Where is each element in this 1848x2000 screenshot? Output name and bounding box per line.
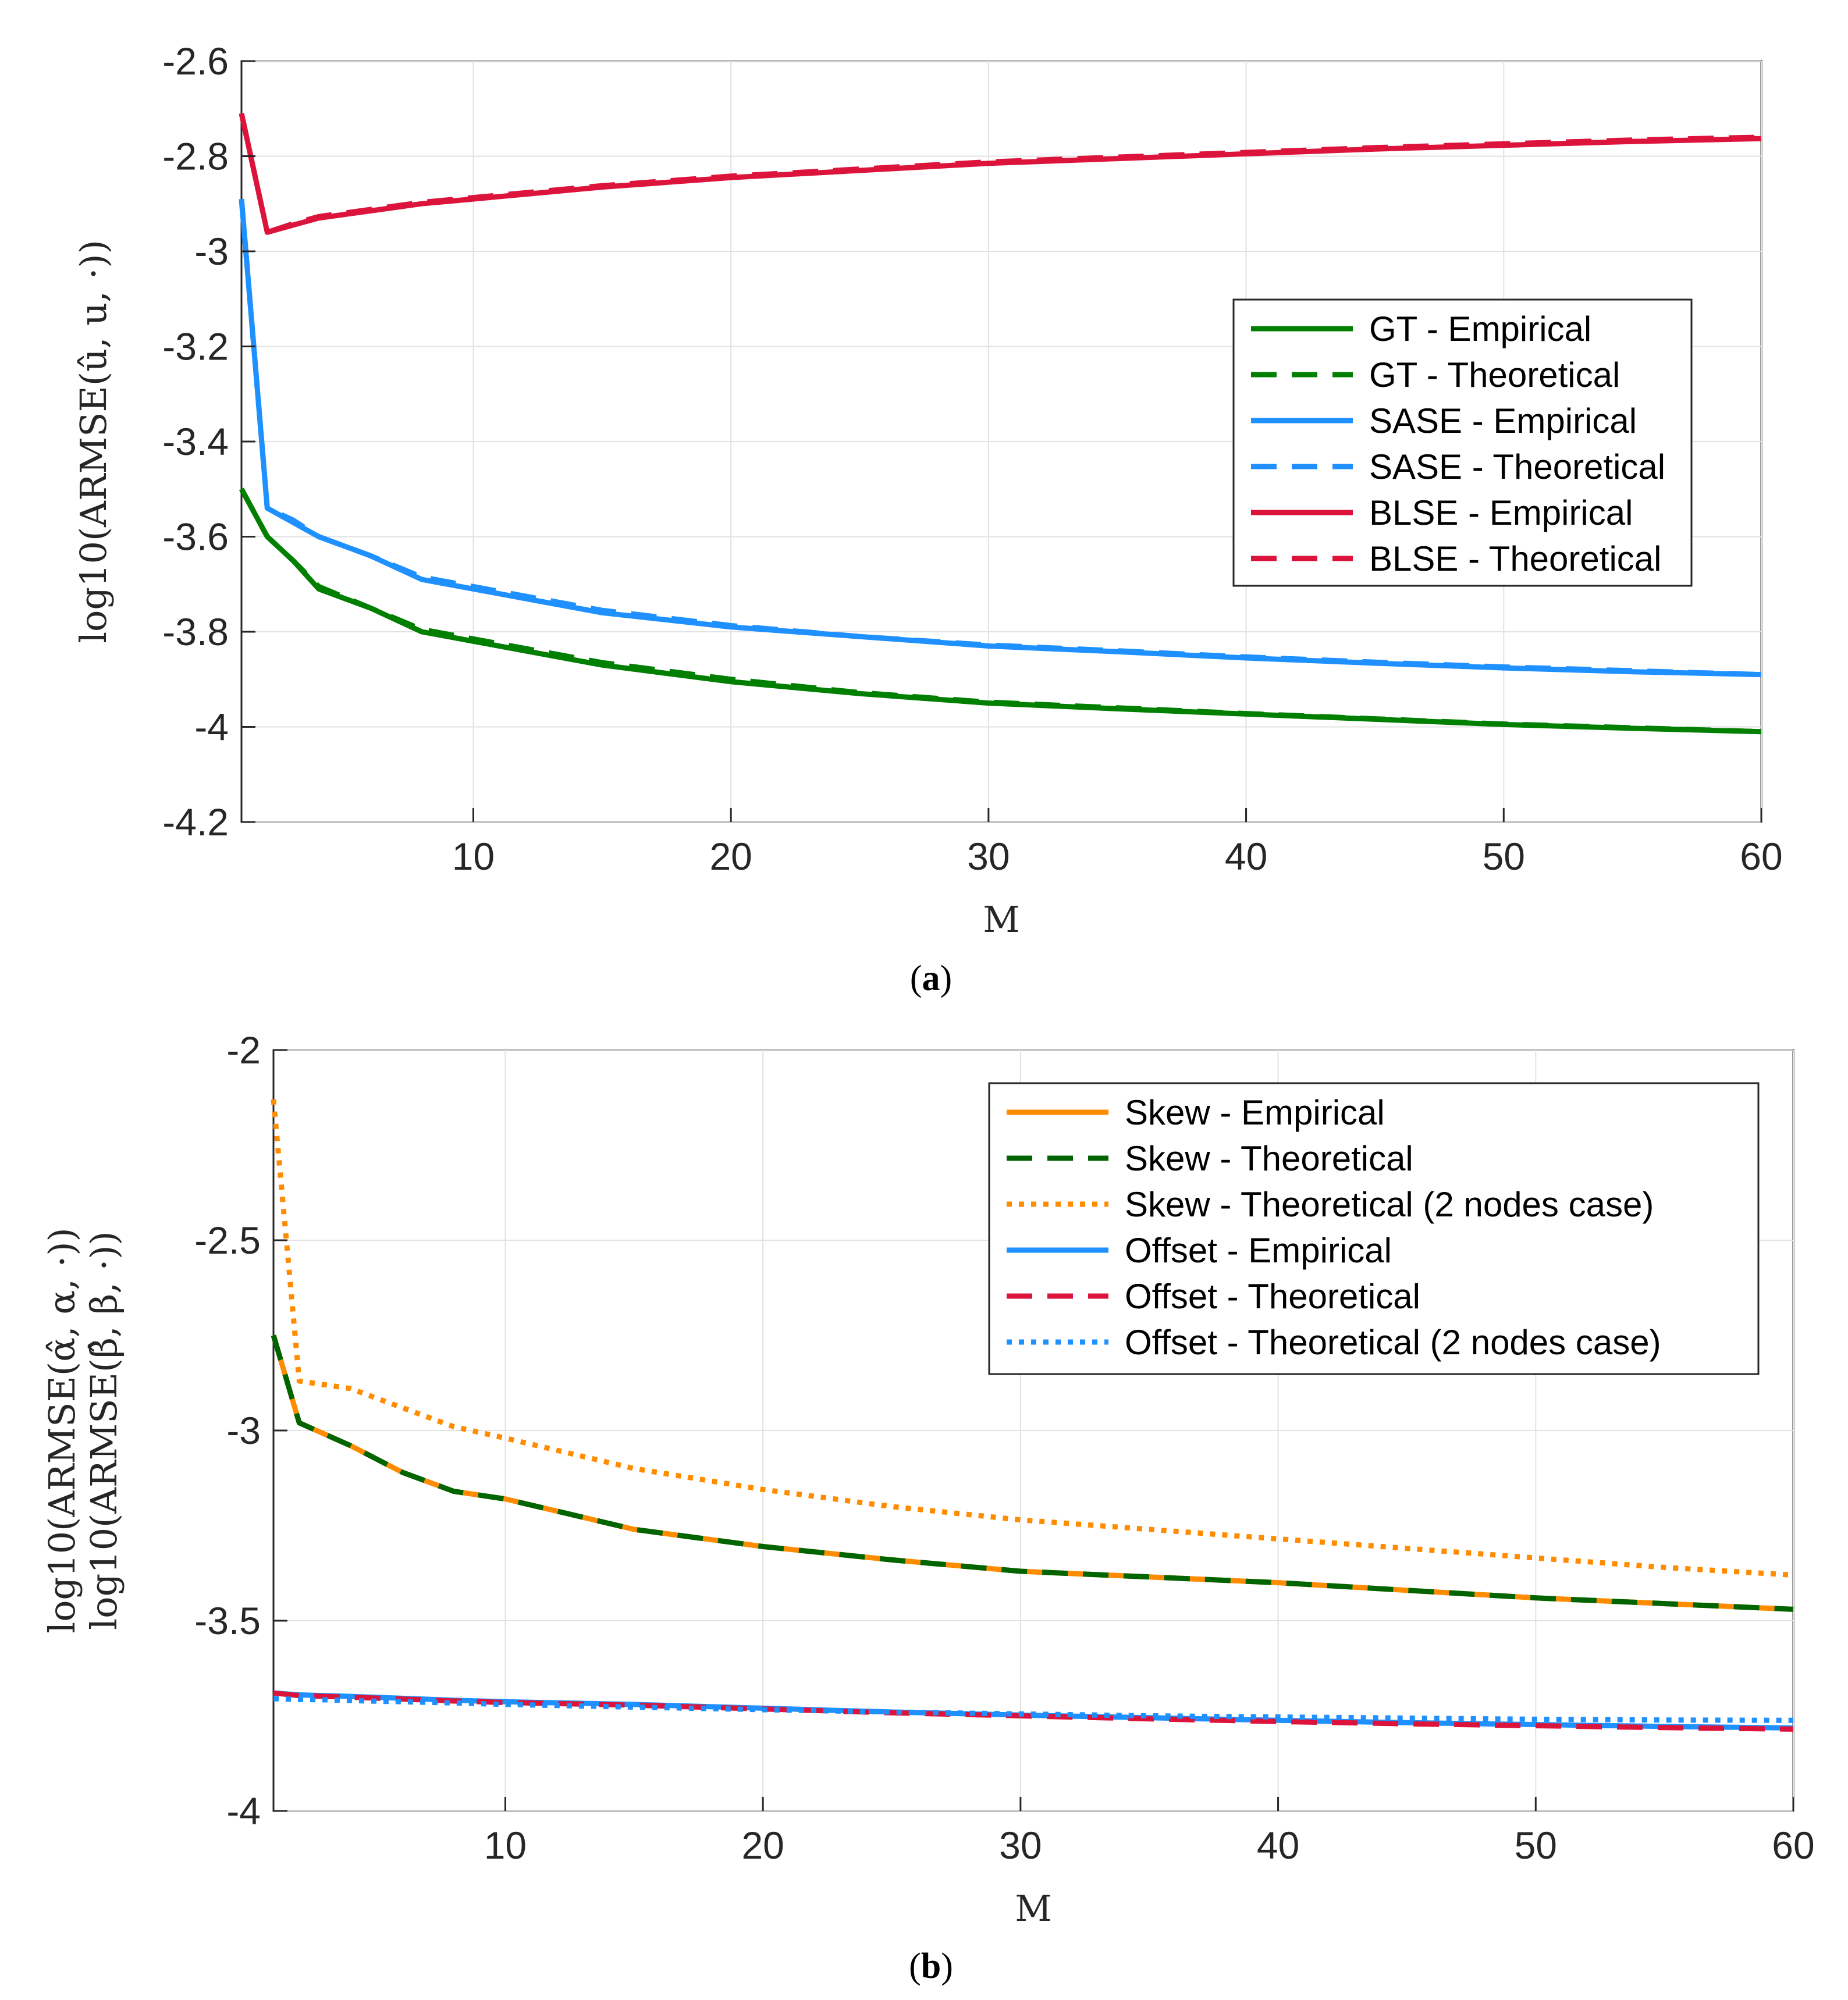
y-tick-label: -4.2 <box>162 800 229 844</box>
y-tick-label: -3.2 <box>162 325 229 368</box>
y-tick-label: -2.5 <box>194 1219 261 1262</box>
legend-label: Skew - Theoretical <box>1125 1139 1413 1178</box>
legend-box <box>1232 298 1693 587</box>
panel-a: 10 20 30 40 50 60 -4.2 -4 -3.8 -3.6 -3.4 -3.2 -3 -2.8… <box>72 40 1783 998</box>
legend-label: Offset - Theoretical (2 nodes case) <box>1125 1323 1661 1362</box>
panel-caption-b: (b) <box>909 1946 953 1986</box>
y-tick-label: -3.8 <box>162 610 229 653</box>
panel-label-a: a <box>922 959 940 998</box>
y-tick-label: -3.5 <box>194 1599 261 1642</box>
legend-label: Skew - Theoretical (2 nodes case) <box>1125 1185 1654 1224</box>
series-line <box>273 1696 1794 1723</box>
x-tick-label: 40 <box>1225 835 1267 878</box>
x-tick-label: 60 <box>1740 835 1782 878</box>
x-tick-label: 50 <box>1515 1824 1557 1867</box>
y-axis-label-b-alpha: log10(ARMSE(α̂, α, ·)) <box>41 1227 83 1633</box>
series-line <box>271 1334 1794 1612</box>
x-tick-label: 20 <box>741 1824 784 1867</box>
y-tick-label: -2 <box>226 1029 261 1072</box>
ticks-b: 10 20 30 40 50 60 -4 -3.5 -3 -2.5 -2 <box>194 1029 1814 1867</box>
legend-label: Offset - Empirical <box>1125 1231 1392 1270</box>
legend-b: Skew - Empirical Skew - Theoretical Skew -… <box>988 1082 1760 1375</box>
legend-label: Offset - Theoretical <box>1125 1277 1420 1316</box>
y-tick-label: -4 <box>226 1789 261 1832</box>
y-tick-label: -2.6 <box>162 40 229 83</box>
y-tick-label: -2.8 <box>162 135 229 178</box>
y-tick-label: -3.4 <box>162 420 229 463</box>
series-b <box>271 1099 1794 1732</box>
legend-label: SASE - Theoretical <box>1369 447 1665 486</box>
series-line <box>239 112 1762 235</box>
x-tick-label: 30 <box>999 1824 1042 1867</box>
series-line <box>239 198 1762 678</box>
x-tick-label: 30 <box>967 835 1010 878</box>
x-tick-label: 10 <box>484 1824 527 1867</box>
panel-caption-a: (a) <box>910 959 952 998</box>
y-tick-label: -4 <box>194 706 229 749</box>
x-tick-label: 10 <box>452 835 495 878</box>
y-tick-label: -3 <box>194 230 229 273</box>
legend-label: Skew - Empirical <box>1125 1093 1385 1132</box>
x-tick-label: 60 <box>1772 1824 1814 1867</box>
legend-label: GT - Empirical <box>1369 309 1591 348</box>
series-line <box>239 487 1762 735</box>
x-axis-label-a: M <box>983 898 1019 941</box>
series-line <box>271 1099 1794 1578</box>
y-tick-label: -3 <box>226 1409 261 1452</box>
y-tick-label: -3.6 <box>162 515 229 558</box>
x-tick-label: 20 <box>709 835 752 878</box>
series-a <box>239 112 1762 735</box>
x-tick-label: 40 <box>1257 1824 1299 1867</box>
x-axis-label-b: M <box>1015 1887 1051 1930</box>
y-axis-label-a: log10(ARMSE(û, u, ·)) <box>72 240 115 643</box>
ticks-a: 10 20 30 40 50 60 -4.2 -4 -3.8 -3.6 -3.4 -3.2 -3 -2.8… <box>162 40 1782 878</box>
legend-label: GT - Theoretical <box>1369 355 1620 394</box>
legend-label: BLSE - Theoretical <box>1369 539 1661 578</box>
legend-a: GT - Empirical GT - Theoretical SASE - Emp… <box>1232 298 1693 587</box>
grid-a <box>241 61 1762 823</box>
x-tick-label: 50 <box>1483 835 1525 878</box>
panel-b: 10 20 30 40 50 60 -4 -3.5 -3 -2.5 -2 M log10(ARMSE… <box>41 1029 1815 1986</box>
legend-label: SASE - Empirical <box>1369 401 1637 440</box>
panel-label-b: b <box>921 1946 941 1986</box>
legend-label: BLSE - Empirical <box>1369 493 1633 532</box>
y-axis-label-b-beta: log10(ARMSE(β̂, β, ·)) <box>83 1231 125 1629</box>
legend-box <box>988 1082 1760 1375</box>
